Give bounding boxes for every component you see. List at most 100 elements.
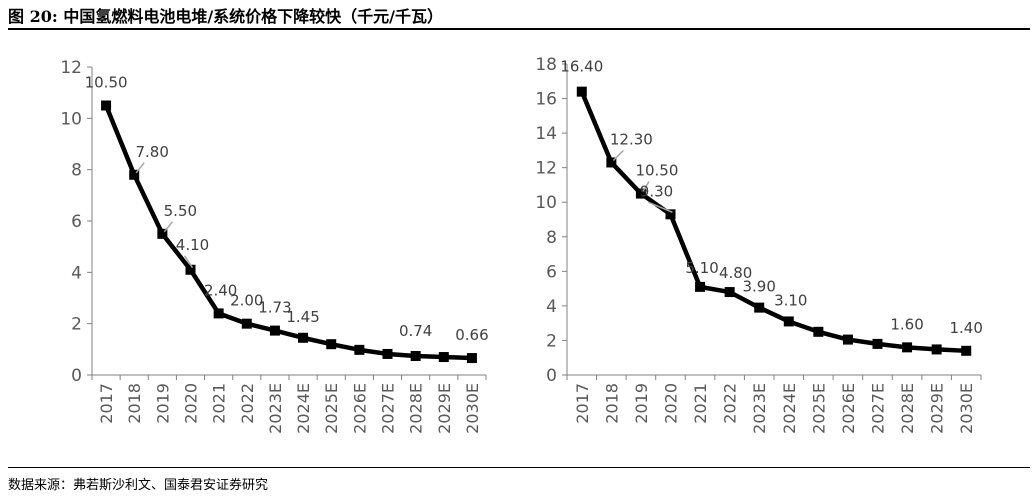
left-data-point xyxy=(354,344,365,355)
left-data-point xyxy=(185,264,196,275)
left-y-tick-label: 0 xyxy=(71,366,82,386)
left-data-point xyxy=(382,348,393,359)
left-data-point xyxy=(298,332,309,343)
left-data-point xyxy=(157,228,168,239)
right-label-leader xyxy=(648,201,673,214)
left-y-tick-label: 8 xyxy=(71,161,82,181)
left-data-label: 5.50 xyxy=(164,202,197,220)
left-x-tick-label: 2028E xyxy=(407,383,426,434)
right-x-tick-label: 2018 xyxy=(602,383,621,424)
right-data-point xyxy=(902,342,913,353)
right-data-point xyxy=(606,157,617,168)
right-data-label: 1.60 xyxy=(890,315,923,333)
left-x-tick-label: 2019 xyxy=(153,383,172,424)
right-x-tick-label: 2024E xyxy=(780,383,799,434)
right-data-point xyxy=(695,281,706,292)
left-x-tick-label: 2030E xyxy=(463,383,482,434)
right-data-label: 1.40 xyxy=(950,319,983,337)
left-x-tick-label: 2029E xyxy=(435,383,454,434)
right-x-tick-label: 2030E xyxy=(957,383,976,434)
left-x-tick-label: 2026E xyxy=(350,383,369,434)
left-y-tick-label: 12 xyxy=(60,58,82,78)
left-data-point xyxy=(438,352,449,363)
right-data-point xyxy=(665,209,676,220)
right-data-point xyxy=(961,345,972,356)
right-y-tick-label: 6 xyxy=(546,262,557,282)
right-data-point xyxy=(724,287,735,298)
left-x-tick-label: 2027E xyxy=(379,383,398,434)
right-x-tick-label: 2025E xyxy=(809,383,828,434)
left-x-tick-label: 2021 xyxy=(210,383,229,424)
source-divider xyxy=(8,467,1030,468)
left-y-tick-label: 4 xyxy=(71,263,82,283)
right-y-tick-label: 18 xyxy=(535,55,557,75)
left-data-label: 4.10 xyxy=(176,236,209,254)
data-source-note: 数据来源：弗若斯沙利文、国泰君安证券研究 xyxy=(8,478,269,493)
figure-title: 图 20: 中国氢燃料电池电堆/系统价格下降较快（千元/千瓦） xyxy=(8,7,444,26)
right-data-point xyxy=(754,302,765,313)
right-y-tick-label: 12 xyxy=(535,159,557,179)
right-y-tick-label: 8 xyxy=(546,228,557,248)
left-data-label: 2.00 xyxy=(230,292,263,310)
right-data-point xyxy=(635,188,646,199)
left-data-label: 2.40 xyxy=(204,281,237,299)
left-y-tick-label: 6 xyxy=(71,212,82,232)
right-x-tick-label: 2022 xyxy=(721,383,740,424)
right-x-tick-label: 2026E xyxy=(839,383,858,434)
right-x-tick-label: 2023E xyxy=(750,383,769,434)
right-data-point xyxy=(872,338,883,349)
left-data-point xyxy=(213,308,224,319)
right-data-label: 10.50 xyxy=(635,162,678,180)
right-data-point xyxy=(576,86,587,97)
left-data-point xyxy=(129,169,140,180)
right-x-tick-label: 2017 xyxy=(573,383,592,424)
left-data-point xyxy=(101,100,112,111)
left-data-point xyxy=(326,339,337,350)
left-data-label: 0.66 xyxy=(455,326,488,344)
right-x-tick-label: 2028E xyxy=(898,383,917,434)
left-label-leader xyxy=(163,221,173,233)
right-x-tick-label: 2019 xyxy=(632,383,651,424)
left-x-tick-label: 2018 xyxy=(125,383,144,424)
left-data-point xyxy=(466,353,477,364)
left-data-label: 1.73 xyxy=(258,299,291,317)
right-x-tick-label: 2027E xyxy=(869,383,888,434)
right-label-leader xyxy=(612,149,624,162)
right-x-tick-label: 2029E xyxy=(928,383,947,434)
right-y-tick-label: 4 xyxy=(546,297,557,317)
left-x-tick-label: 2022 xyxy=(238,383,257,424)
left-x-tick-label: 2024E xyxy=(294,383,313,434)
left-data-label: 0.74 xyxy=(399,322,432,340)
right-label-leader xyxy=(642,181,650,192)
left-data-point xyxy=(241,318,252,329)
left-data-point xyxy=(410,351,421,362)
left-x-tick-label: 2025E xyxy=(322,383,341,434)
title-divider xyxy=(8,28,1030,30)
right-data-label: 3.10 xyxy=(774,291,807,309)
left-x-tick-label: 2017 xyxy=(97,383,116,424)
right-data-label: 3.90 xyxy=(743,278,776,296)
left-label-leader xyxy=(135,162,145,174)
right-y-tick-label: 10 xyxy=(535,193,557,213)
right-data-label: 9.30 xyxy=(640,182,673,200)
right-data-label: 5.10 xyxy=(685,259,718,277)
left-y-tick-label: 2 xyxy=(71,315,82,335)
left-x-tick-label: 2020 xyxy=(182,383,201,424)
right-data-point xyxy=(842,334,853,345)
left-y-tick-label: 10 xyxy=(60,109,82,129)
left-data-label: 10.50 xyxy=(85,74,128,92)
right-data-label: 12.30 xyxy=(610,130,653,148)
right-data-point xyxy=(931,344,942,355)
left-data-point xyxy=(269,325,280,336)
right-data-label: 16.40 xyxy=(560,58,603,76)
right-y-tick-label: 2 xyxy=(546,331,557,351)
left-label-leader xyxy=(183,255,194,269)
right-y-tick-label: 14 xyxy=(535,124,557,144)
right-y-tick-label: 0 xyxy=(546,366,557,386)
right-x-tick-label: 2020 xyxy=(662,383,681,424)
right-data-label: 4.80 xyxy=(719,264,752,282)
left-data-label: 7.80 xyxy=(136,143,169,161)
left-x-tick-label: 2023E xyxy=(266,383,285,434)
